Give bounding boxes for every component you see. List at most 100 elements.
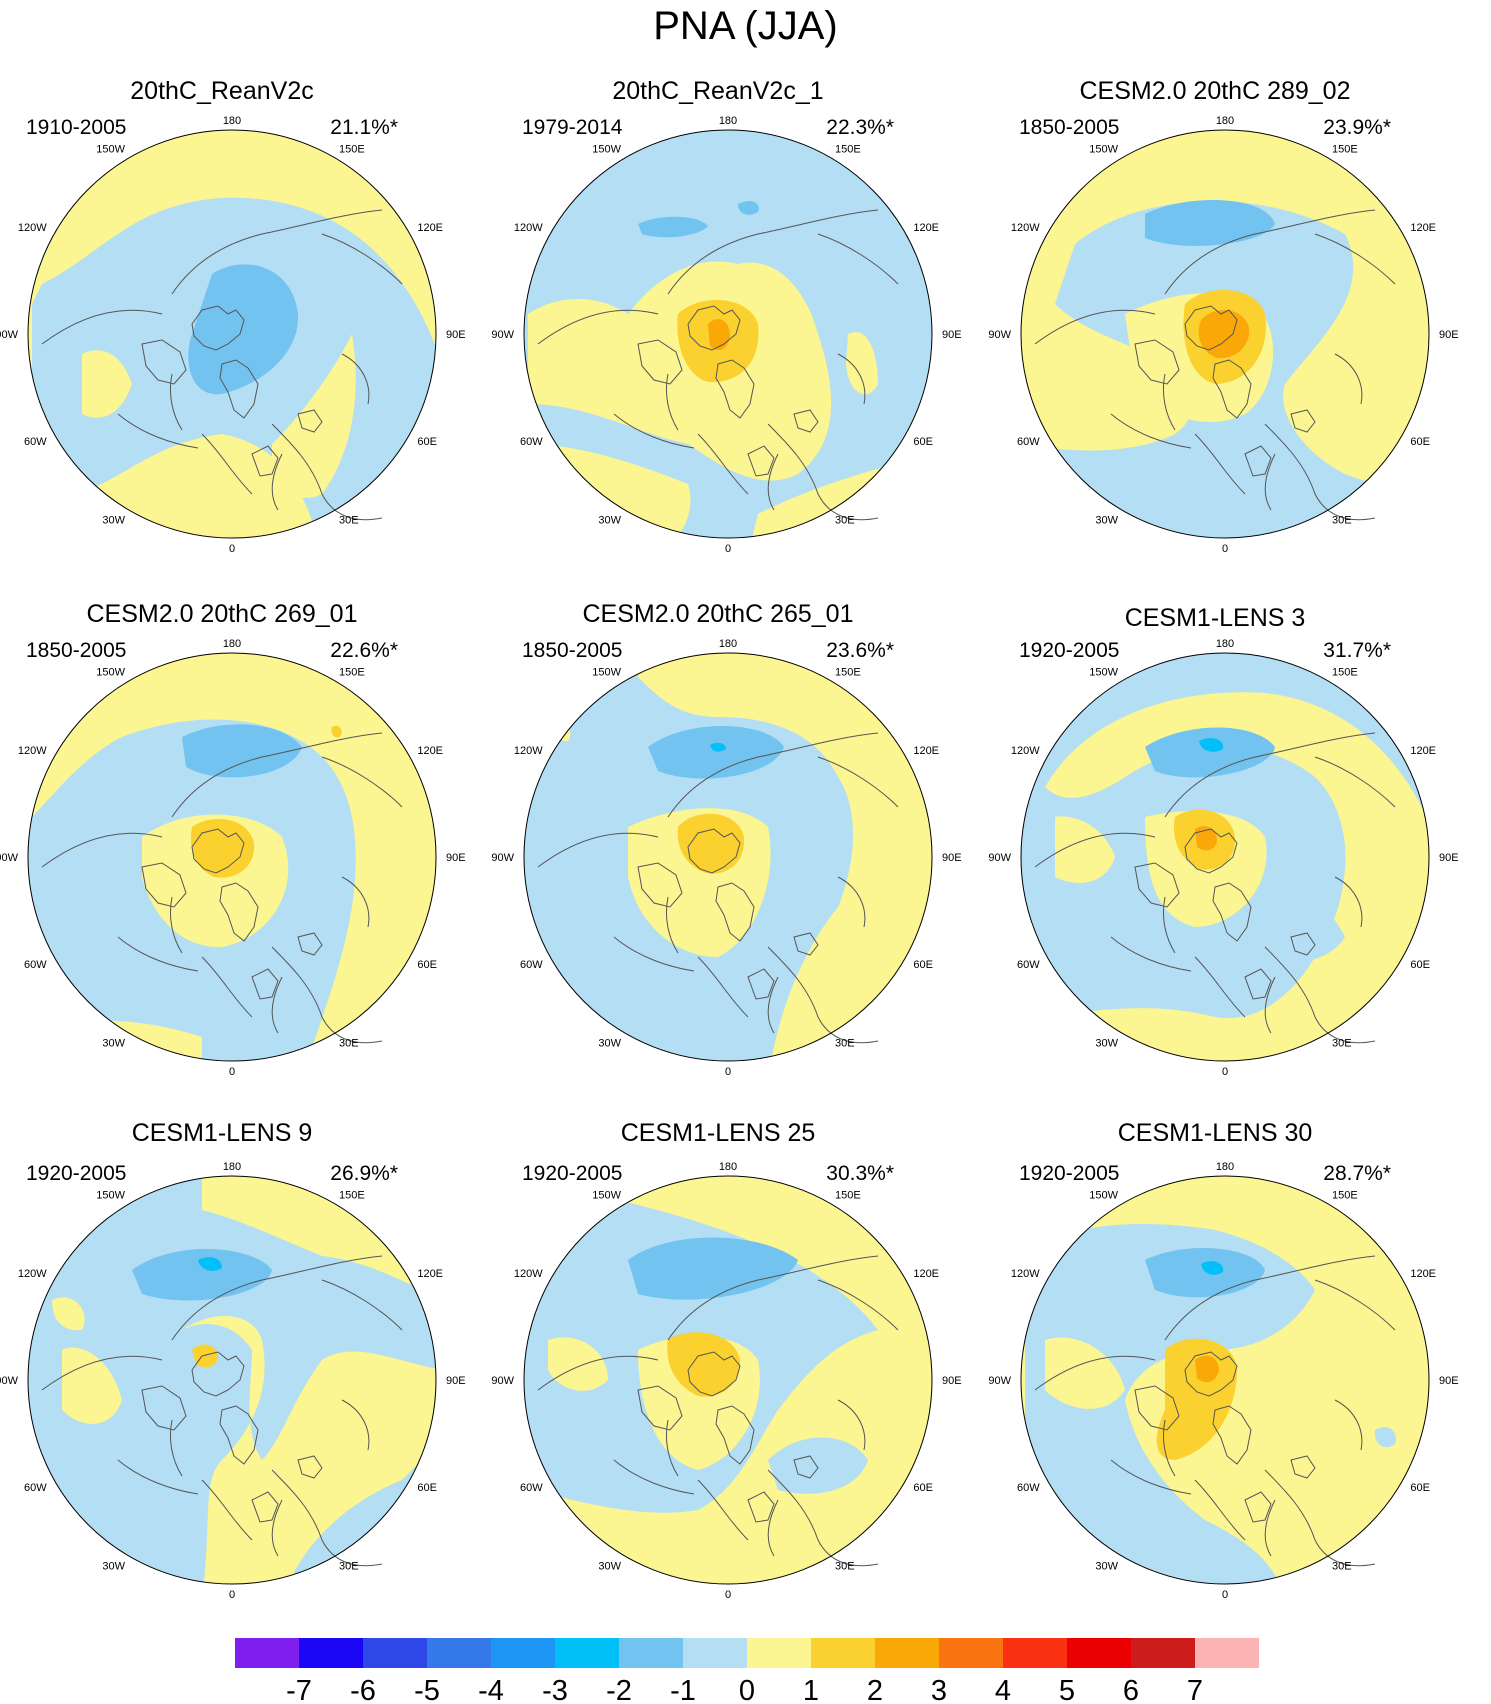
panel-percent: 28.7%* bbox=[1323, 1162, 1391, 1185]
longitude-label: 150E bbox=[339, 1190, 365, 1202]
colorbar: -7 -6 -5 -4 -3 -2 -1 0 1 2 3 4 5 6 7 bbox=[235, 1638, 1259, 1704]
panel-title: CESM2.0 20thC 269_01 bbox=[86, 600, 358, 628]
colorbar-label: -3 bbox=[542, 1675, 568, 1704]
colorbar-label: 6 bbox=[1123, 1675, 1139, 1704]
longitude-label: 120E bbox=[913, 222, 939, 234]
longitude-label: 0 bbox=[725, 543, 731, 555]
polar-map: 180 150E 120E 90E 60E 30E 0 30W 60W 90W 120W 150W bbox=[0, 1161, 466, 1601]
panel-title: CESM2.0 20thC 265_01 bbox=[582, 600, 854, 628]
longitude-label: 90E bbox=[942, 329, 962, 341]
longitude-label: 180 bbox=[1216, 115, 1234, 127]
polar-map: 180 150E 120E 90E 60E 30E 0 30W 60W 90W 120W 150W bbox=[988, 638, 1458, 1078]
map-panel-3: CESM2.0 20thC 289_02 1850-2005 23.9%* 18… bbox=[988, 72, 1491, 572]
map-panel-9: CESM1-LENS 30 1920-2005 28.7%* 180 150E 12… bbox=[988, 1118, 1491, 1618]
panel-title: CESM1-LENS 25 bbox=[620, 1119, 816, 1147]
longitude-label: 180 bbox=[1216, 1161, 1234, 1173]
longitude-label: 150W bbox=[1089, 1190, 1118, 1202]
colorbar-label: -5 bbox=[414, 1675, 440, 1704]
longitude-label: 30E bbox=[835, 1037, 855, 1049]
longitude-label: 60E bbox=[417, 959, 437, 971]
longitude-label: 30W bbox=[598, 514, 621, 526]
panel-period: 1920-2005 bbox=[1019, 639, 1120, 662]
longitude-label: 30W bbox=[598, 1037, 621, 1049]
colorbar-labels: -7 -6 -5 -4 -3 -2 -1 0 1 2 3 4 5 6 7 bbox=[286, 1675, 1203, 1704]
longitude-label: 120E bbox=[417, 1268, 443, 1280]
colorbar-label: -1 bbox=[670, 1675, 696, 1704]
longitude-label: 90W bbox=[0, 852, 19, 864]
colorbar-box bbox=[363, 1638, 427, 1668]
polar-map: 180 150E 120E 90E 60E 30E 0 30W 60W 90W 120W 150W bbox=[491, 115, 961, 555]
longitude-label: 150W bbox=[96, 667, 125, 679]
longitude-label: 150W bbox=[592, 667, 621, 679]
longitude-label: 60W bbox=[520, 436, 543, 448]
colorbar-boxes bbox=[235, 1638, 1259, 1668]
longitude-label: 60E bbox=[417, 436, 437, 448]
panel-percent: 22.6%* bbox=[330, 639, 398, 662]
panel-period: 1920-2005 bbox=[522, 1162, 623, 1185]
panel-title: CESM2.0 20thC 289_02 bbox=[1079, 77, 1351, 105]
map-panel-4: CESM2.0 20thC 269_01 1850-2005 22.6%* 18… bbox=[0, 595, 502, 1095]
longitude-label: 30W bbox=[102, 1560, 125, 1572]
longitude-label: 30E bbox=[339, 514, 359, 526]
colorbar-box bbox=[683, 1638, 747, 1668]
longitude-label: 120W bbox=[18, 1268, 47, 1280]
longitude-label: 150E bbox=[1332, 1190, 1358, 1202]
longitude-label: 120E bbox=[1410, 1268, 1436, 1280]
colorbar-box bbox=[939, 1638, 1003, 1668]
longitude-label: 60W bbox=[1017, 1482, 1040, 1494]
colorbar-box bbox=[299, 1638, 363, 1668]
colorbar-box bbox=[427, 1638, 491, 1668]
colorbar-label: -4 bbox=[478, 1675, 504, 1704]
colorbar-label: -2 bbox=[606, 1675, 632, 1704]
colorbar-box bbox=[1195, 1638, 1259, 1668]
longitude-label: 30E bbox=[835, 514, 855, 526]
longitude-label: 60W bbox=[1017, 959, 1040, 971]
polar-map: 180 150E 120E 90E 60E 30E 0 30W 60W 90W 120W 150W bbox=[988, 115, 1458, 555]
longitude-label: 90W bbox=[988, 329, 1011, 341]
longitude-label: 30E bbox=[1332, 1037, 1352, 1049]
longitude-label: 30W bbox=[598, 1560, 621, 1572]
longitude-label: 150E bbox=[339, 144, 365, 156]
longitude-label: 60E bbox=[913, 436, 933, 448]
panel-percent: 23.9%* bbox=[1323, 116, 1391, 139]
panel-title: 20thC_ReanV2c bbox=[130, 77, 314, 105]
panel-percent: 26.9%* bbox=[330, 1162, 398, 1185]
longitude-label: 120E bbox=[913, 745, 939, 757]
longitude-label: 90W bbox=[491, 1375, 514, 1387]
colorbar-label: -7 bbox=[286, 1675, 312, 1704]
longitude-label: 90W bbox=[988, 1375, 1011, 1387]
longitude-label: 30W bbox=[102, 1037, 125, 1049]
longitude-label: 120E bbox=[1410, 745, 1436, 757]
map-panel-7: CESM1-LENS 9 1920-2005 26.9%* 180 150E 120… bbox=[0, 1118, 502, 1618]
longitude-label: 60E bbox=[417, 1482, 437, 1494]
panel-period: 1920-2005 bbox=[26, 1162, 127, 1185]
colorbar-box bbox=[235, 1638, 299, 1668]
panel-percent: 31.7%* bbox=[1323, 639, 1391, 662]
longitude-label: 60E bbox=[1410, 1482, 1430, 1494]
longitude-label: 120W bbox=[18, 745, 47, 757]
longitude-label: 60W bbox=[1017, 436, 1040, 448]
figure-title: PNA (JJA) bbox=[653, 4, 838, 48]
panel-period: 1910-2005 bbox=[26, 116, 127, 139]
colorbar-box bbox=[619, 1638, 683, 1668]
longitude-label: 180 bbox=[719, 1161, 737, 1173]
longitude-label: 180 bbox=[1216, 638, 1234, 650]
longitude-label: 0 bbox=[229, 1066, 235, 1078]
polar-map: 180 150E 120E 90E 60E 30E 0 30W 60W 90W 120W 150W bbox=[0, 115, 466, 555]
longitude-label: 60E bbox=[913, 959, 933, 971]
panel-percent: 22.3%* bbox=[826, 116, 894, 139]
colorbar-label: 2 bbox=[867, 1675, 883, 1704]
colorbar-label: 5 bbox=[1059, 1675, 1075, 1704]
longitude-label: 120W bbox=[514, 745, 543, 757]
longitude-label: 30W bbox=[1095, 1037, 1118, 1049]
colorbar-label: 1 bbox=[803, 1675, 819, 1704]
longitude-label: 150E bbox=[1332, 144, 1358, 156]
longitude-label: 90E bbox=[1439, 329, 1459, 341]
longitude-label: 30E bbox=[1332, 1560, 1352, 1572]
longitude-label: 120W bbox=[514, 222, 543, 234]
longitude-label: 90W bbox=[491, 329, 514, 341]
panel-percent: 30.3%* bbox=[826, 1162, 894, 1185]
longitude-label: 30W bbox=[1095, 1560, 1118, 1572]
longitude-label: 90W bbox=[0, 1375, 19, 1387]
longitude-label: 60W bbox=[24, 1482, 47, 1494]
